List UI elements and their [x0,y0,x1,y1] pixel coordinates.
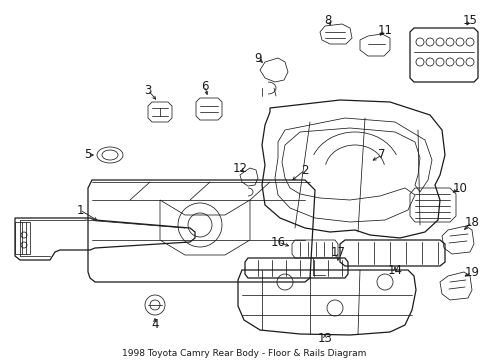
Text: 14: 14 [386,264,402,276]
Text: 5: 5 [84,148,92,162]
Text: 1998 Toyota Camry Rear Body - Floor & Rails Diagram: 1998 Toyota Camry Rear Body - Floor & Ra… [122,350,366,359]
Text: 2: 2 [301,163,308,176]
Text: 13: 13 [317,332,332,345]
Text: 18: 18 [464,216,478,229]
Text: 9: 9 [254,51,261,64]
Text: 1: 1 [76,203,83,216]
Text: 8: 8 [324,13,331,27]
Text: 16: 16 [270,235,285,248]
Text: 11: 11 [377,23,392,36]
Text: 15: 15 [462,13,476,27]
Text: 19: 19 [464,266,479,279]
Text: 12: 12 [232,162,247,175]
Text: 7: 7 [378,148,385,162]
Text: 4: 4 [151,319,159,332]
Text: 6: 6 [201,80,208,93]
Text: 17: 17 [330,246,345,258]
Text: 3: 3 [144,84,151,96]
Text: 10: 10 [451,181,467,194]
